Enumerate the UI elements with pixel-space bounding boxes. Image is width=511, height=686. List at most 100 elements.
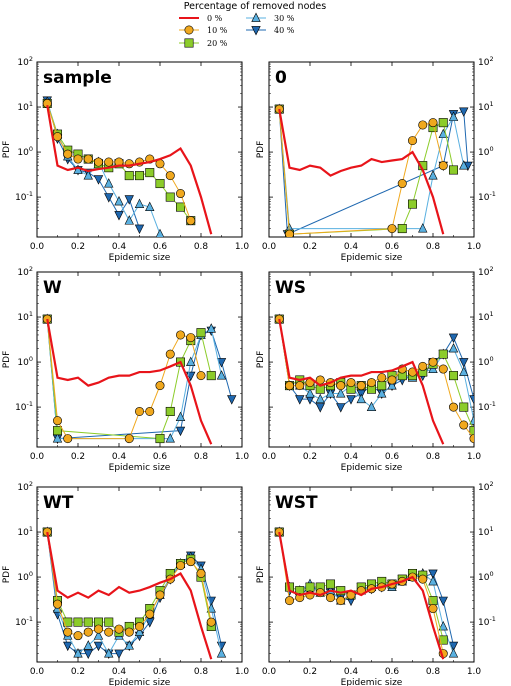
series-line: [278, 318, 445, 445]
data-point: [418, 361, 428, 371]
x-tick-label: 0.4: [344, 242, 359, 252]
data-point: [124, 434, 134, 444]
data-point: [336, 596, 346, 606]
data-point: [336, 381, 346, 391]
data-point: [186, 216, 196, 226]
series-0: [278, 531, 445, 660]
series-line: [278, 531, 445, 660]
data-point: [165, 406, 175, 416]
legend-title: Percentage of removed nodes: [184, 1, 326, 12]
data-point: [438, 349, 448, 359]
data-point: [145, 201, 155, 211]
data-point: [155, 228, 165, 237]
data-point: [397, 179, 407, 189]
panels: 0.0 0.2 0.4 0.6 0.8 1.0 10-1 100 101 102 Epidemic …: [2, 55, 496, 686]
y-axis-label: PDF: [2, 351, 12, 369]
data-point: [83, 649, 93, 660]
series-2: [274, 314, 474, 436]
data-point: [94, 624, 104, 634]
data-point: [418, 574, 428, 584]
legend: Percentage of removed nodes 0 % 10 % 20 % 3…: [179, 1, 326, 48]
data-point: [52, 426, 62, 436]
data-point: [83, 170, 93, 180]
x-tick-label: 0.4: [112, 452, 127, 462]
data-point: [83, 640, 93, 650]
data-point: [428, 170, 438, 180]
x-tick-label: 0.6: [385, 667, 400, 677]
series-line: [46, 104, 213, 235]
x-tick-label: 0.6: [153, 667, 168, 677]
legend-marker: [251, 12, 261, 22]
y-tick-label: 10-1: [15, 400, 33, 413]
x-tick-label: 0.2: [71, 452, 85, 462]
data-point: [284, 381, 294, 391]
legend-marker: [184, 25, 194, 35]
x-axis-label: Epidemic size: [109, 678, 171, 686]
data-point: [52, 132, 62, 142]
data-point: [407, 199, 417, 209]
legend-label: 30 %: [274, 14, 295, 23]
data-point: [356, 393, 366, 404]
data-point: [438, 118, 448, 128]
axes-frame: [36, 271, 243, 448]
data-point: [285, 229, 294, 237]
y-axis-label: PDF: [256, 351, 266, 369]
data-point: [366, 401, 377, 411]
panel-title: sample: [43, 68, 112, 88]
data-point: [448, 111, 459, 121]
data-point: [196, 568, 206, 578]
data-point: [73, 154, 83, 164]
data-point: [52, 416, 62, 426]
data-point: [448, 648, 459, 658]
series-line: [46, 531, 213, 660]
x-tick-label: 0.0: [262, 242, 277, 252]
legend-marker: [184, 38, 194, 48]
axes-frame: [268, 61, 475, 238]
data-point: [155, 590, 165, 600]
data-point: [145, 609, 155, 619]
chart-panel: 0.0 0.2 0.4 0.6 0.8 1.0 10-1 100 101 102 Epidemic …: [2, 265, 249, 473]
data-point: [155, 179, 165, 189]
legend-entry: 40 %: [246, 26, 295, 36]
data-point: [175, 411, 186, 421]
data-point: [459, 107, 469, 117]
data-point: [206, 323, 216, 333]
y-axis-label: PDF: [256, 141, 266, 159]
x-tick-label: 0.0: [30, 452, 45, 462]
legend-label: 20 %: [207, 39, 228, 48]
data-point: [428, 118, 438, 128]
legend-entry: 10 %: [179, 25, 228, 35]
series-0: [46, 104, 213, 235]
data-point: [216, 648, 227, 658]
data-point: [428, 569, 438, 579]
y-tick-label: 102: [17, 265, 33, 278]
series-0: [46, 318, 213, 445]
data-point: [295, 395, 305, 405]
data-point: [134, 198, 145, 208]
data-point: [63, 434, 73, 444]
series-line: [46, 531, 222, 655]
x-tick-label: 0.6: [153, 242, 168, 252]
data-point: [448, 402, 458, 412]
data-point: [305, 388, 315, 398]
data-point: [459, 402, 469, 412]
data-point: [459, 420, 469, 430]
x-tick-label: 0.6: [385, 242, 400, 252]
data-point: [428, 357, 438, 367]
data-point: [196, 328, 206, 338]
data-point: [428, 604, 438, 614]
data-point: [104, 178, 114, 188]
data-point: [73, 648, 83, 658]
series-2: [274, 527, 448, 645]
x-tick-label: 0.0: [30, 242, 45, 252]
data-point: [186, 333, 196, 343]
data-point: [176, 202, 186, 212]
data-point: [387, 375, 397, 385]
data-point: [356, 381, 366, 391]
data-point: [104, 193, 114, 203]
data-point: [104, 627, 114, 637]
x-tick-label: 0.8: [426, 452, 441, 462]
x-tick-label: 0.2: [303, 452, 317, 462]
data-point: [124, 171, 134, 181]
data-point: [175, 426, 186, 437]
